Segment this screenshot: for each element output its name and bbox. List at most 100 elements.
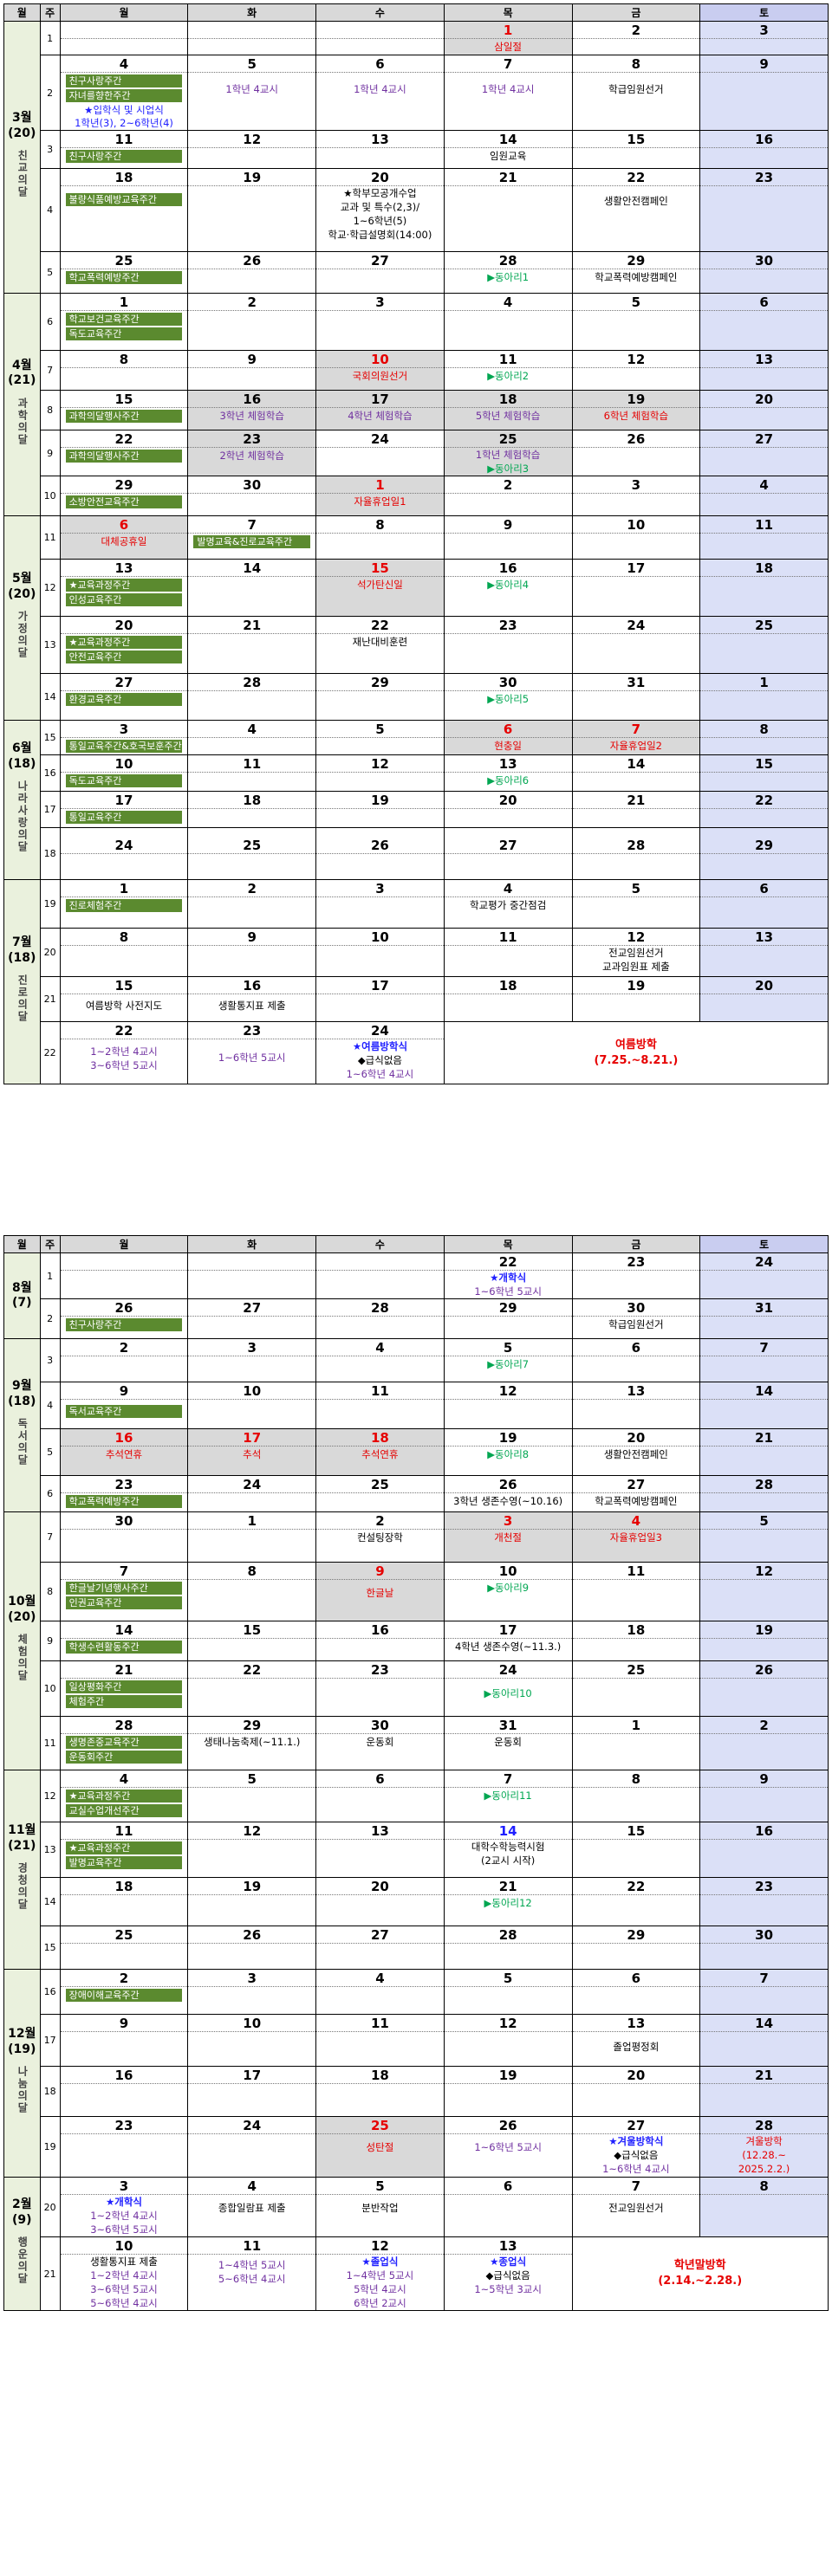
day-number: 19 xyxy=(188,169,316,186)
day-cell: 24 xyxy=(59,827,189,880)
day-cell: 25 xyxy=(315,1475,445,1512)
week-number: 11 xyxy=(39,515,61,560)
day-number: 23 xyxy=(700,1878,828,1895)
month-october: 10월 (20) 체험의달 xyxy=(3,1511,41,1770)
day-number: 26 xyxy=(60,1299,188,1317)
day-cell: 25 학교폭력예방주간 xyxy=(59,251,189,294)
month-september: 9월 (18) 독서의달 xyxy=(3,1338,41,1512)
event-text: 1학년 체험학습 xyxy=(475,449,541,461)
day-cell: 18 5학년 체험학습 xyxy=(443,390,573,430)
day-number: 12 xyxy=(444,1382,572,1400)
event-text: 1학년(3), 2~6학년(4) xyxy=(75,117,173,129)
event-text: 2학년 체험학습 xyxy=(219,450,284,462)
day-cell: 19 6학년 체험학습 xyxy=(571,390,701,430)
event-text: 재난대비훈련 xyxy=(352,636,408,648)
event-text: ▶동아리11 xyxy=(484,1790,532,1802)
day-number: 1 xyxy=(572,1717,700,1734)
day-cell: 22 재난대비훈련 xyxy=(315,616,445,674)
day-cell: 11 xyxy=(187,754,317,792)
day-number: 9 xyxy=(700,55,828,73)
day-cell: 30 xyxy=(699,251,829,294)
day-number: 3 xyxy=(188,1970,316,1987)
day-number: 26 xyxy=(444,1476,572,1493)
week-row: 2 4 친구사랑주간 자녀를향한주간 ★입학식 및 시업식 1학년(3), 2~6학년(… xyxy=(4,55,829,131)
day-cell: 21 일상평화주간 체험주간 xyxy=(59,1660,189,1717)
day-number: 11 xyxy=(316,1382,444,1400)
day-number: 23 xyxy=(700,169,828,186)
week-row: 19 23 24 25 성탄절 26 1~6학년 5교시 27 ★겨울방학식 ◆급식없음… xyxy=(4,2116,829,2178)
week-row: 10 29 소방안전교육주간 30 1 자율휴업일1 2 3 4 xyxy=(4,476,829,516)
week-theme-bar: 진로체험주간 xyxy=(65,899,183,912)
day-cell: 21 xyxy=(443,168,573,252)
day-cell: 8 xyxy=(699,720,829,755)
event-text: 국회의원선거 xyxy=(352,370,408,382)
day-number: 12 xyxy=(700,1563,828,1580)
day-cell: 20 생활안전캠페인 xyxy=(571,1428,701,1476)
day-cell: 12 xyxy=(443,1382,573,1429)
day-cell: 금 xyxy=(571,3,701,22)
day-cell: 24 ★여름방학식 ◆급식없음 1~6학년 4교시 xyxy=(315,1021,445,1084)
day-number: 27 xyxy=(572,1476,700,1493)
day-cell: 6 1학년 4교시 xyxy=(315,55,445,131)
event-text: ▶동아리1 xyxy=(487,271,530,283)
event-text: 생활안전캠페인 xyxy=(603,195,668,207)
week-row: 17 17 통일교육주간 18 19 20 21 22 xyxy=(4,791,829,828)
day-number: 17 xyxy=(188,2067,316,2084)
day-cell: 11 ★교육과정주간 발명교육주간 xyxy=(59,1822,189,1878)
day-number: 15 xyxy=(700,755,828,773)
day-cell: 30 운동회 xyxy=(315,1716,445,1770)
day-number: 30 xyxy=(444,674,572,691)
event-text: 생활통지표 제출 xyxy=(218,1000,286,1012)
week-number: 2 xyxy=(39,1298,61,1339)
day-cell xyxy=(315,1252,445,1299)
month-april: 4월 (21) 과학의달 xyxy=(3,293,41,516)
event-text: ▶동아리4 xyxy=(487,579,530,591)
day-number: 6 xyxy=(572,1339,700,1356)
event-text: ★종업식 xyxy=(490,2256,527,2268)
event-text: ▶동아리5 xyxy=(487,693,530,705)
day-cell: 5 1학년 4교시 xyxy=(187,55,317,131)
day-number: 18 xyxy=(188,792,316,809)
week-theme-bar: 장애이해교육주간 xyxy=(65,1989,183,2002)
day-number: 22 xyxy=(700,792,828,809)
day-number: 20 xyxy=(572,1429,700,1447)
event-text: 자율휴업일3 xyxy=(609,1531,662,1544)
week-number: 14 xyxy=(39,673,61,721)
day-cell: 21 xyxy=(571,791,701,828)
event-text: ▶동아리8 xyxy=(487,1448,530,1460)
day-number: 9 xyxy=(316,1563,444,1580)
day-number: 5 xyxy=(316,2178,444,2195)
day-number: 13 xyxy=(700,929,828,946)
day-number: 26 xyxy=(188,1926,316,1944)
week-number: 18 xyxy=(39,2066,61,2117)
day-number: 2 xyxy=(444,476,572,494)
day-cell: 9 xyxy=(187,350,317,391)
day-number: 20 xyxy=(316,169,444,186)
day-cell: 13 xyxy=(699,350,829,391)
day-cell: 9 xyxy=(59,2014,189,2067)
week-number: 17 xyxy=(39,2014,61,2067)
week-row: 13 20 ★교육과정주간 안전교육주간 21 22 재난대비훈련 23 24 25 xyxy=(4,616,829,674)
day-number: 26 xyxy=(700,1661,828,1679)
day-number: 21 xyxy=(444,169,572,186)
event-text: 1~6학년 4교시 xyxy=(346,1068,414,1080)
week-row: 11월 (21) 경청의달 12 4 ★교육과정주간 교실수업개선주간 5 6 7 ▶동아… xyxy=(3,1770,829,1970)
event-text: 5~6학년 4교시 xyxy=(90,2297,158,2309)
day-number: 13 xyxy=(316,1822,444,1840)
day-number: 4 xyxy=(60,1770,188,1788)
day-cell: 29 xyxy=(315,673,445,721)
week-number: 15 xyxy=(39,1926,61,1970)
day-cell: 6 xyxy=(571,1969,701,2015)
day-cell: 15 xyxy=(187,1621,317,1661)
day-number: 22 xyxy=(60,430,188,448)
week-row: 6 23 학교폭력예방주간 24 25 26 3학년 생존수영(~10.16) 27… xyxy=(4,1475,829,1512)
week-row: 22 22 1~2학년 4교시 3~6학년 5교시 23 1~6학년 5교시 24 ★여… xyxy=(3,1021,829,1084)
day-cell: 주 xyxy=(39,1235,61,1253)
day-cell: 25 1학년 체험학습 ▶동아리3 xyxy=(443,430,573,476)
week-number: 20 xyxy=(39,2177,61,2237)
week-number: 15 xyxy=(39,720,61,755)
day-cell: 11 1~4학년 5교시 5~6학년 4교시 xyxy=(187,2236,317,2311)
day-number: 12 xyxy=(572,351,700,368)
day-number: 28 xyxy=(188,674,316,691)
day-number: 20 xyxy=(316,1878,444,1895)
